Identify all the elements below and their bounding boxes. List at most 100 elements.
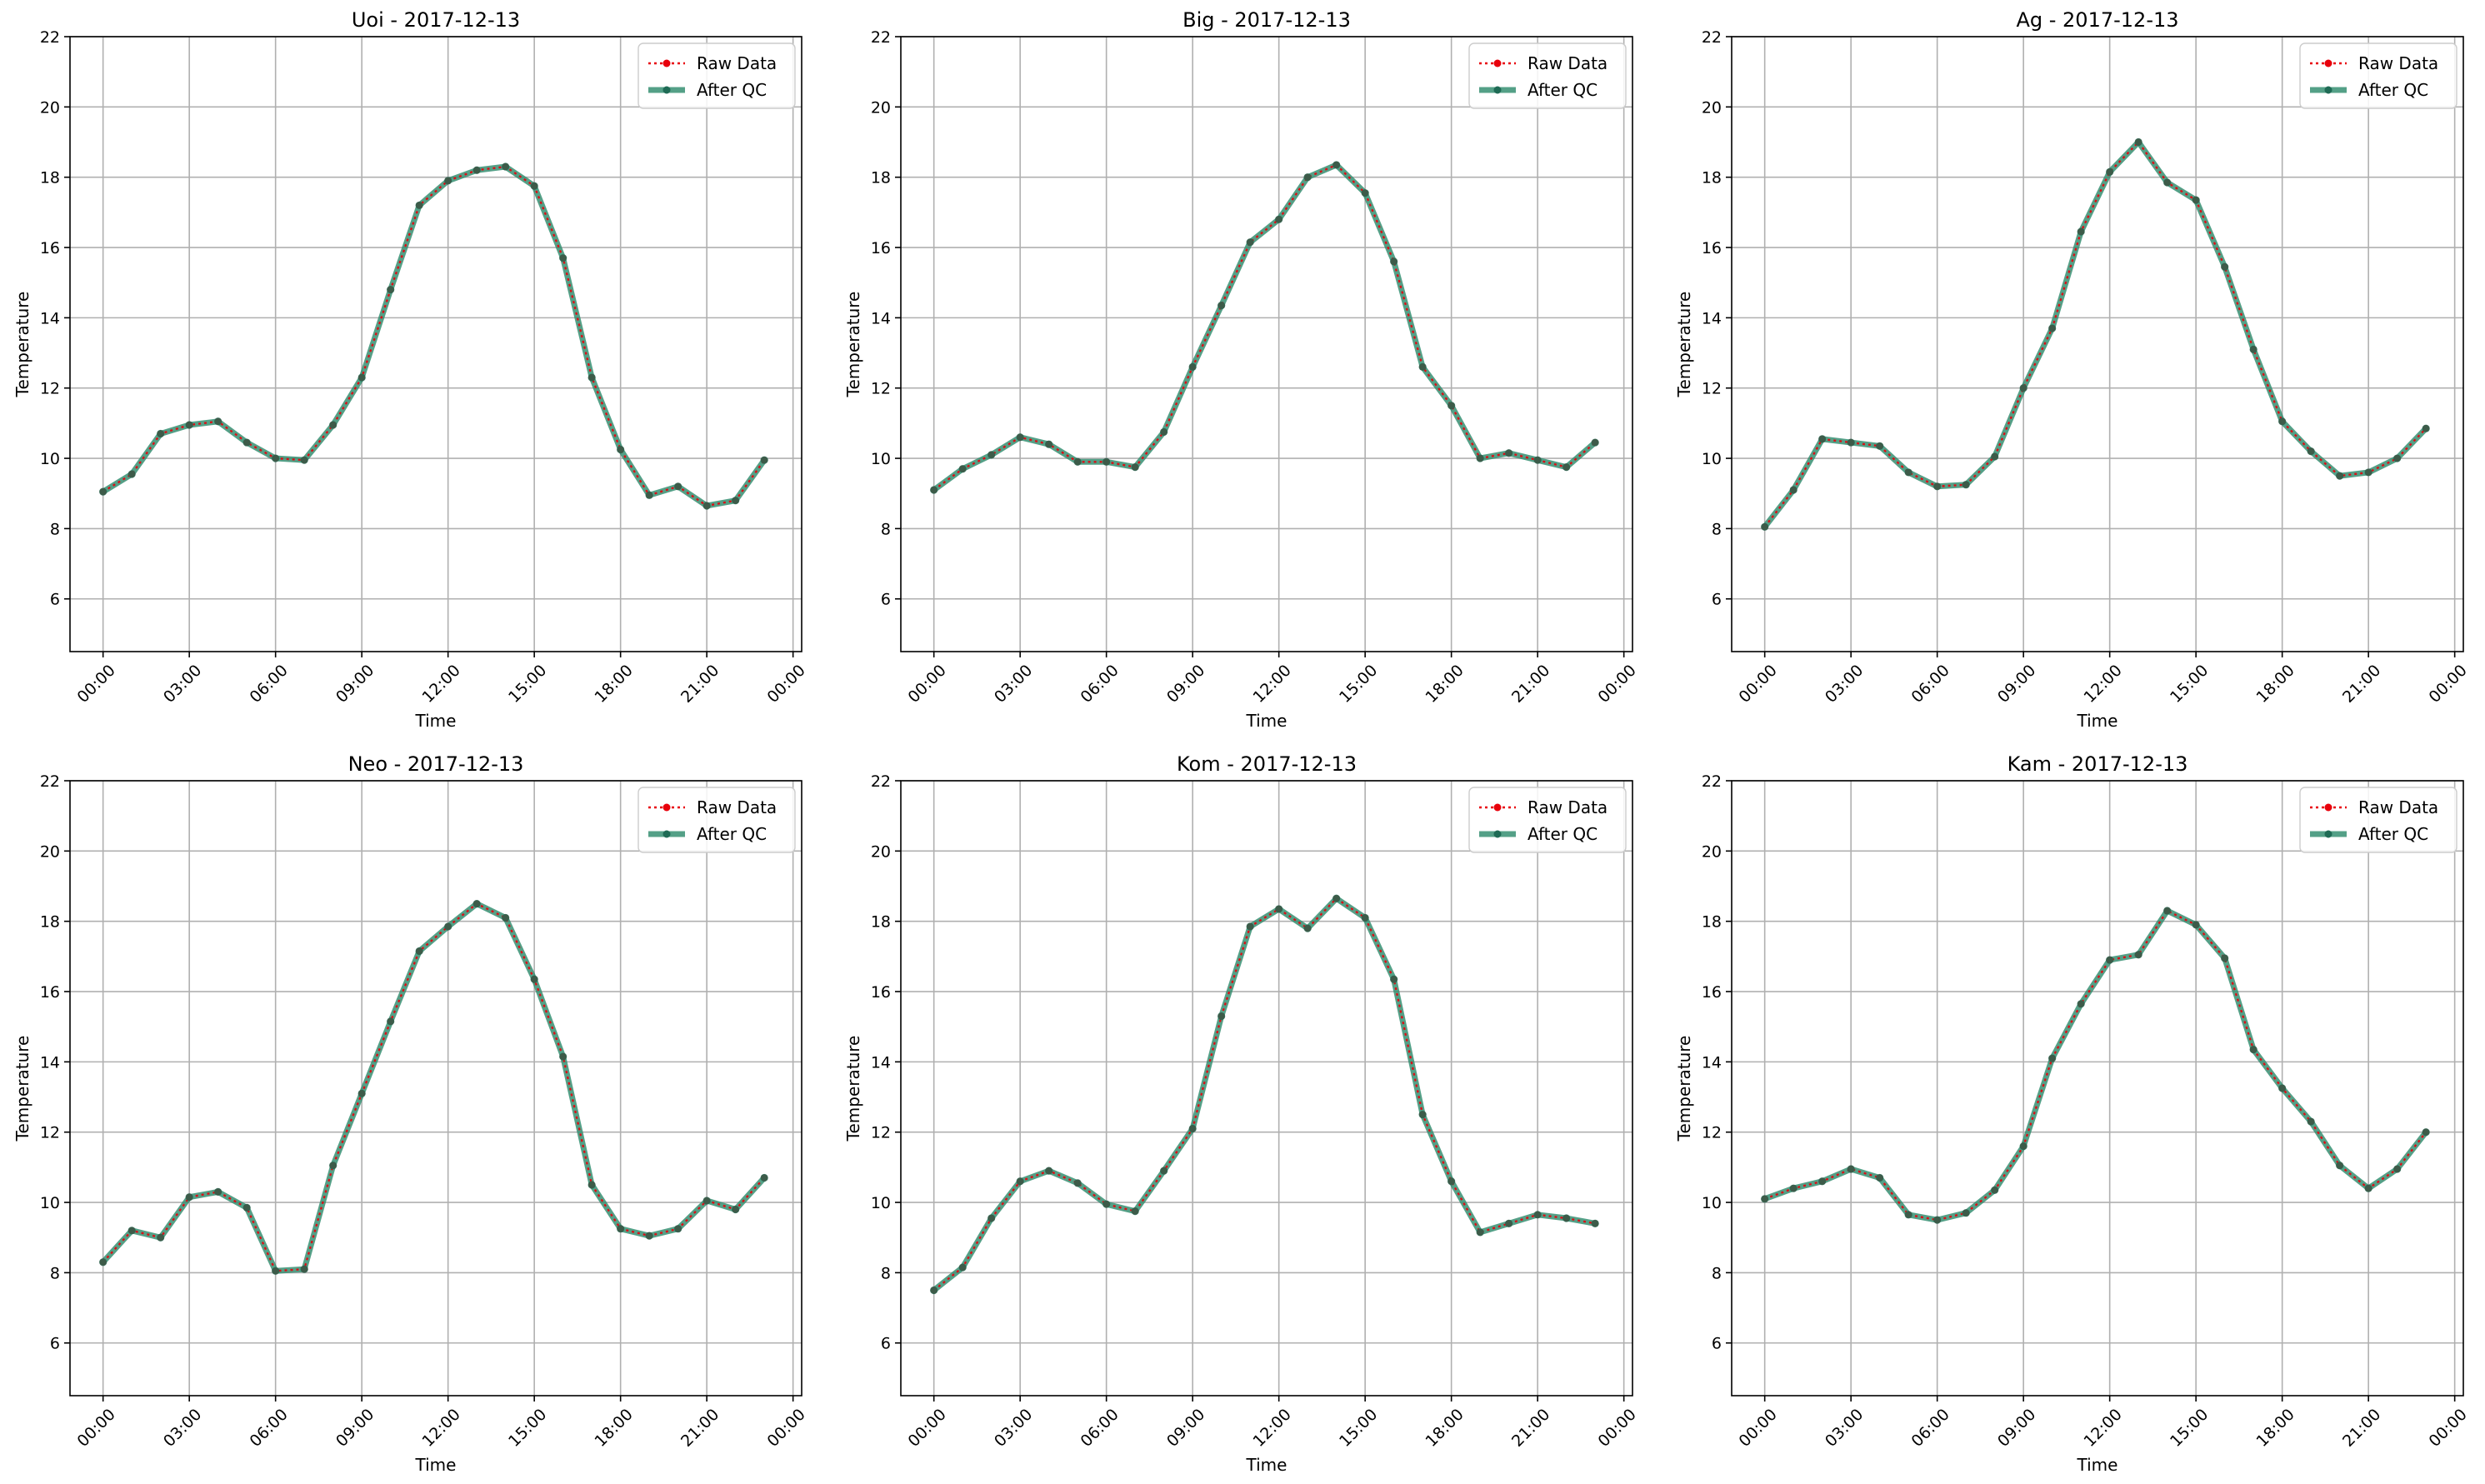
chart-5-qc-point-19 [2307,1117,2315,1126]
chart-5-qc-point-6 [1933,1216,1942,1224]
chart-5-xtick-label-2: 06:00 [1908,1406,1953,1451]
chart-2-qc-point-4 [1876,442,1884,450]
chart-3-title: Neo - 2017-12-13 [348,752,524,776]
chart-5-qc-point-16 [2221,954,2229,962]
chart-5: 00:00 03:00 06:00 09:00 12:00 15:00 18:00 21:00… [1674,752,2471,1475]
chart-3-xtick-label-6: 18:00 [592,1406,637,1451]
chart-0-qc-point-4 [214,417,222,426]
chart-5-qc-point-17 [2249,1046,2258,1054]
chart-5-ytick-label-7: 20 [1702,842,1722,861]
chart-2-ytick-label-5: 16 [1702,239,1722,257]
chart-2-ytick-label-6: 18 [1702,169,1722,187]
chart-2-qc-point-16 [2221,262,2229,271]
chart-3-qc-point-0 [99,1258,108,1267]
chart-3-qc-point-14 [502,913,510,922]
chart-4-qc-point-3 [1016,1177,1024,1186]
chart-0-qc-point-5 [242,438,251,447]
chart-0-xtick-label-8: 00:00 [764,662,809,707]
chart-2-qc-point-13 [2134,137,2142,147]
chart-4-qc-point-1 [958,1263,967,1272]
chart-5-xtick-label-8: 00:00 [2426,1406,2471,1451]
chart-0-xtick-label-6: 18:00 [592,662,637,707]
chart-2-ytick-label-1: 8 [1712,520,1722,538]
chart-0-qc-point-19 [645,491,653,499]
chart-5-legend-raw-label: Raw Data [2358,797,2438,817]
chart-4-xtick-label-2: 06:00 [1078,1406,1122,1451]
chart-1-legend-qc-marker [1493,86,1502,94]
chart-4-qc-point-21 [1533,1211,1542,1219]
chart-4-qc-point-18 [1448,1177,1456,1186]
chart-3-ytick-label-8: 22 [40,772,60,791]
chart-1-qc-point-7 [1131,463,1139,472]
chart-2-ytick-label-3: 12 [1702,380,1722,398]
chart-3-xtick-label-4: 12:00 [419,1406,464,1451]
chart-2-xtick-label-2: 06:00 [1908,662,1953,707]
chart-5-qc-point-8 [1991,1186,1999,1194]
chart-1-qc-point-22 [1562,463,1571,472]
chart-5-qc-point-23 [2422,1128,2430,1137]
chart-5-qc-point-12 [2106,956,2114,964]
chart-4-ytick-label-3: 12 [871,1124,891,1142]
chart-3-series-after-qc [101,901,767,1274]
chart-2-xtick-label-5: 15:00 [2167,662,2212,707]
chart-3-frame [69,780,802,1397]
chart-5-qc-point-9 [2019,1142,2028,1151]
chart-1-legend-raw-marker [1493,59,1502,67]
chart-2-xlabel: Time [2077,711,2118,731]
chart-2-qc-point-21 [2364,468,2372,477]
chart-4-xtick-label-7: 21:00 [1508,1406,1553,1451]
chart-5-xtick-label-7: 21:00 [2339,1406,2384,1451]
chart-1-qc-point-6 [1102,457,1111,466]
chart-2-qc-point-7 [1962,481,1970,489]
chart-5-ytick-label-8: 22 [1702,772,1722,791]
chart-0-ytick-label-4: 14 [40,309,60,327]
chart-2-legend-qc-marker [2324,86,2332,94]
chart-0-qc-point-15 [530,182,538,190]
chart-1-qc-point-16 [1390,257,1398,266]
chart-5-title: Kam - 2017-12-13 [2008,752,2188,776]
chart-2-qc-point-8 [1991,452,1999,461]
chart-4-xtick-label-4: 12:00 [1250,1406,1295,1451]
chart-2-qc-point-9 [2019,384,2028,392]
chart-5-ytick-label-4: 14 [1702,1053,1722,1072]
chart-0-series-raw-data [102,165,766,507]
chart-3-qc-point-11 [415,947,423,956]
chart-0-qc-point-0 [99,487,108,496]
chart-0-frame [69,36,802,652]
chart-3-qc-point-19 [645,1232,653,1240]
chart-2-qc-point-18 [2278,417,2287,426]
chart-0-qc-point-14 [502,162,510,171]
chart-4-qc-point-16 [1390,975,1398,983]
chart-1-qc-point-13 [1303,173,1312,182]
chart-4-legend-qc-label: After QC [1528,824,1598,844]
chart-0-ylabel: Temperature [12,292,32,398]
chart-2-ytick-label-0: 6 [1712,591,1722,609]
chart-4: 00:00 03:00 06:00 09:00 12:00 15:00 18:00 21:00… [843,752,1640,1475]
chart-4-qc-point-12 [1275,905,1283,913]
chart-5-qc-point-20 [2336,1162,2344,1170]
chart-2-qc-point-2 [1818,435,1827,443]
chart-2-qc-point-23 [2422,424,2430,432]
chart-1-qc-point-14 [1332,161,1341,169]
chart-2-qc-point-14 [2163,178,2172,187]
chart-0-xtick-label-5: 15:00 [505,662,550,707]
chart-2-ytick-label-8: 22 [1702,28,1722,47]
chart-4-ytick-label-7: 20 [871,842,891,861]
chart-4-qc-point-6 [1102,1200,1111,1208]
chart-1-legend-qc-label: After QC [1528,80,1598,100]
chart-4-qc-point-20 [1505,1219,1513,1227]
chart-5-xtick-label-6: 18:00 [2253,1406,2298,1451]
chart-0-legend-raw-marker [662,59,671,67]
chart-3-ytick-label-7: 20 [40,842,60,861]
chart-3-qc-point-3 [185,1193,193,1202]
chart-2-qc-point-20 [2336,472,2344,480]
chart-2-ytick-label-7: 20 [1702,98,1722,117]
chart-2-qc-point-3 [1847,438,1855,447]
chart-4-ytick-label-2: 10 [871,1194,891,1212]
chart-5-qc-point-2 [1818,1177,1827,1186]
chart-0-xtick-label-7: 21:00 [678,662,722,707]
chart-5-qc-point-7 [1962,1209,1970,1217]
chart-2-legend-raw-label: Raw Data [2358,53,2438,73]
chart-3-ytick-label-4: 14 [40,1053,60,1072]
